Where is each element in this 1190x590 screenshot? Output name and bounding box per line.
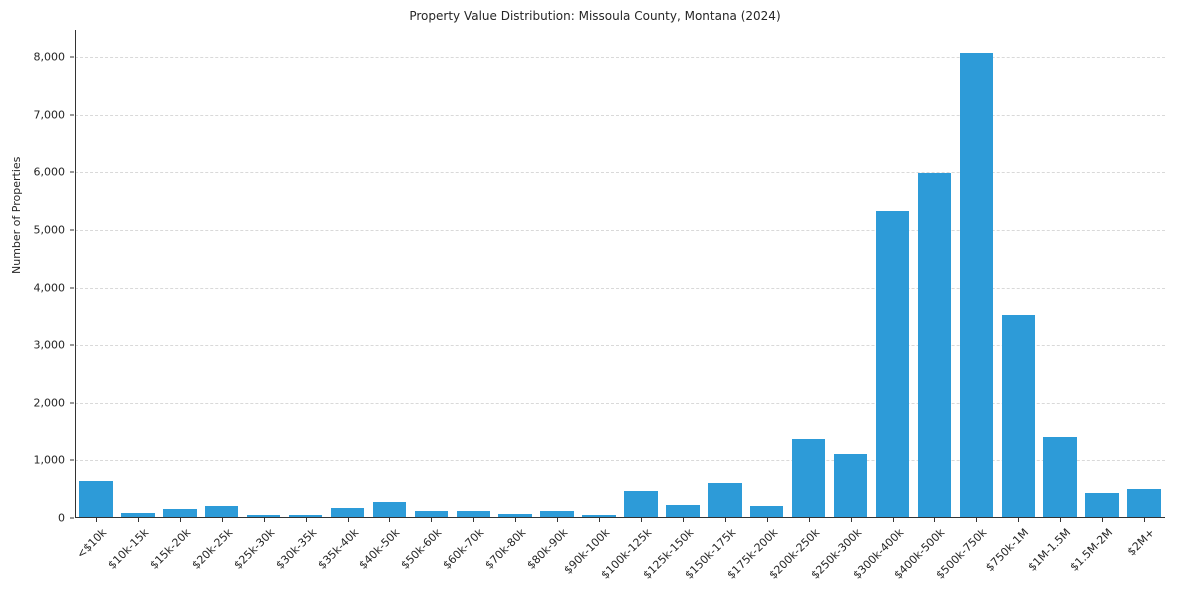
y-axis-line: [75, 30, 76, 518]
x-tick-label: <$10k: [74, 526, 110, 562]
x-tick-mark: [305, 518, 307, 522]
bar-$100k-125k: [624, 491, 658, 517]
x-tick-mark: [221, 518, 223, 522]
bar-$125k-150k: [666, 504, 700, 517]
x-tick-label: $50k-60k: [398, 526, 445, 572]
bar-$750k-1M: [1001, 315, 1036, 517]
bar-$25k-30k: [246, 514, 281, 517]
x-tick-mark: [473, 518, 475, 522]
x-tick-mark: [808, 518, 810, 522]
bar-$15k-20k: [163, 508, 197, 517]
plot-area: [75, 30, 1165, 518]
y-tick-mark: [70, 171, 74, 173]
x-tick-mark: [850, 518, 852, 522]
x-tick-mark: [347, 518, 349, 522]
bar-$20k-25k: [204, 506, 239, 517]
y-tick-label: 6,000: [33, 165, 66, 179]
x-tick-mark: [766, 518, 768, 522]
gridline: [75, 57, 1165, 59]
x-tick-mark: [263, 518, 265, 522]
gridline: [75, 114, 1165, 116]
x-tick-mark: [389, 518, 391, 522]
x-tick-mark: [892, 518, 894, 522]
bar-$40k-50k: [372, 502, 407, 517]
x-tick-mark: [599, 518, 601, 522]
gridline: [75, 229, 1165, 231]
x-tick-label: $25k-30k: [231, 526, 277, 572]
bar-$175k-200k: [749, 506, 784, 517]
bar-$250k-300k: [833, 453, 868, 517]
gridline: [75, 287, 1165, 289]
y-tick-mark: [70, 402, 74, 404]
bar-$400k-500k: [917, 173, 952, 517]
bar-$80k-90k: [540, 510, 574, 517]
x-tick-mark: [1102, 518, 1104, 522]
y-tick-mark: [70, 56, 74, 58]
x-tick-label: $2M+: [1124, 526, 1158, 559]
gridline: [75, 172, 1165, 174]
x-tick-mark: [137, 518, 139, 522]
y-tick-mark: [70, 114, 74, 116]
y-tick-label: 7,000: [33, 108, 66, 122]
x-tick-label: $35k-40k: [314, 526, 361, 572]
x-tick-mark: [640, 518, 642, 522]
gridline: [75, 402, 1165, 404]
x-tick-mark: [1144, 518, 1146, 522]
bar-$1.5M-2M: [1085, 493, 1119, 517]
bar-$50k-60k: [414, 510, 449, 517]
y-tick-label: 2,000: [33, 396, 66, 410]
bar-$35k-40k: [330, 508, 365, 517]
bar-$2M+: [1127, 489, 1161, 517]
bar-$300k-400k: [875, 211, 910, 517]
x-axis-line: [75, 517, 1165, 518]
x-tick-mark: [934, 518, 936, 522]
x-tick-mark: [976, 518, 978, 522]
x-tick-mark: [431, 518, 433, 522]
y-tick-label: 1,000: [33, 453, 66, 467]
y-tick-mark: [70, 229, 74, 231]
x-tick-mark: [1060, 518, 1062, 522]
x-tick-label: $1.5M-2M: [1067, 526, 1116, 574]
bar-$500k-750k: [959, 52, 994, 517]
x-tick-mark: [515, 518, 517, 522]
x-tick-label: $1M-1.5M: [1025, 526, 1074, 574]
bar-<$10k: [79, 481, 113, 517]
y-tick-label: 4,000: [33, 281, 66, 295]
bar-$1M-1.5M: [1043, 436, 1077, 517]
gridline: [75, 460, 1165, 462]
x-tick-mark: [557, 518, 559, 522]
y-tick-mark: [70, 344, 74, 346]
y-tick-label: 8,000: [33, 50, 66, 64]
bar-$200k-250k: [791, 439, 826, 517]
x-tick-label: $40k-50k: [356, 526, 403, 572]
y-tick-label: 3,000: [33, 338, 66, 352]
x-tick-label: $15k-20k: [147, 526, 193, 572]
y-tick-label: 5,000: [33, 223, 66, 237]
bar-$30k-35k: [288, 514, 323, 517]
bar-$150k-175k: [708, 483, 742, 517]
x-tick-mark: [179, 518, 181, 522]
chart-title: Property Value Distribution: Missoula Co…: [409, 9, 781, 23]
x-tick-label: $70k-80k: [482, 526, 529, 572]
x-tick-mark: [1018, 518, 1020, 522]
x-tick-mark: [95, 518, 97, 522]
x-tick-label: $30k-35k: [273, 526, 319, 572]
x-tick-label: $60k-70k: [440, 526, 487, 572]
x-tick-mark: [682, 518, 684, 522]
x-tick-label: $750k-1M: [983, 526, 1032, 574]
y-tick-label: 0: [58, 511, 65, 525]
gridline: [75, 345, 1165, 347]
y-tick-mark: [70, 287, 74, 289]
y-tick-mark: [70, 459, 74, 461]
bar-$70k-80k: [498, 514, 532, 517]
x-tick-label: $10k-15k: [105, 526, 152, 572]
bar-$60k-70k: [456, 510, 491, 517]
x-tick-label: $20k-25k: [189, 526, 235, 572]
bar-$90k-100k: [582, 514, 616, 517]
x-tick-mark: [724, 518, 726, 522]
y-tick-mark: [70, 517, 74, 519]
bar-$10k-15k: [121, 512, 155, 517]
